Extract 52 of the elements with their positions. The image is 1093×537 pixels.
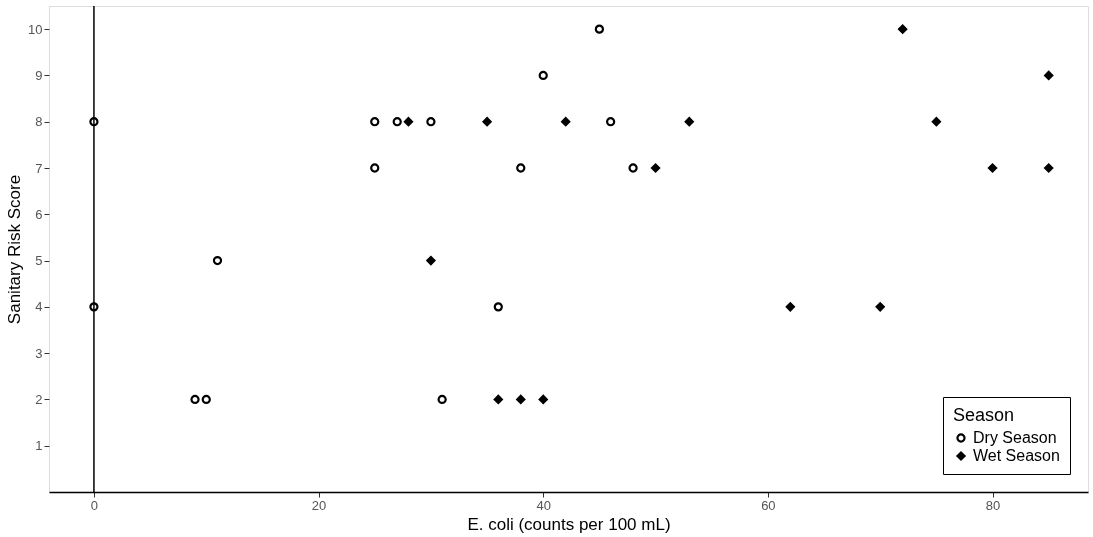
point: [190, 394, 200, 405]
point: [89, 117, 99, 127]
legend-label: Dry Season: [973, 429, 1057, 446]
y-tick-label: 5: [35, 253, 43, 269]
point: [493, 302, 503, 312]
point: [426, 255, 436, 266]
point: [482, 117, 492, 127]
point: [785, 302, 795, 312]
point: [437, 394, 447, 405]
point: [898, 24, 908, 34]
point: [684, 117, 694, 127]
x-axis-title: E. coli (counts per 100 mL): [467, 514, 671, 534]
point: [370, 117, 380, 127]
point: [212, 255, 223, 266]
point: [605, 117, 616, 127]
y-tick-label: 2: [35, 391, 43, 407]
point: [538, 70, 548, 81]
x-tick-label: 60: [761, 497, 776, 513]
x-tick-label: 40: [536, 497, 551, 513]
point: [403, 117, 414, 127]
y-tick-label: 10: [28, 21, 43, 37]
point: [516, 163, 526, 173]
point: [392, 117, 402, 127]
y-tick-label: 4: [35, 299, 43, 315]
point: [628, 163, 638, 173]
point: [493, 394, 503, 405]
y-tick-label: 3: [35, 345, 43, 361]
point: [1044, 163, 1054, 173]
legend-title: Season: [953, 405, 1015, 425]
point: [561, 117, 571, 127]
point: [538, 394, 548, 405]
legend-label: Wet Season: [973, 447, 1060, 464]
point: [931, 117, 941, 127]
y-tick-label: 9: [35, 67, 43, 83]
x-tick-label: 20: [311, 497, 327, 513]
point: [201, 394, 211, 405]
point: [650, 163, 661, 173]
point: [987, 163, 998, 173]
point: [426, 117, 436, 127]
point: [875, 302, 885, 312]
y-tick-label: 1: [35, 438, 43, 454]
point: [89, 302, 99, 312]
x-tick-label: 0: [90, 497, 99, 513]
y-tick-label: 8: [35, 114, 43, 130]
y-tick-label: 7: [35, 160, 43, 176]
point: [370, 163, 380, 173]
point: [594, 24, 605, 34]
x-tick-label: 80: [985, 497, 1001, 513]
y-axis-title: Sanitary Risk Score: [5, 174, 25, 325]
point: [1044, 70, 1054, 81]
point: [516, 394, 526, 405]
y-tick-label: 6: [35, 206, 43, 222]
